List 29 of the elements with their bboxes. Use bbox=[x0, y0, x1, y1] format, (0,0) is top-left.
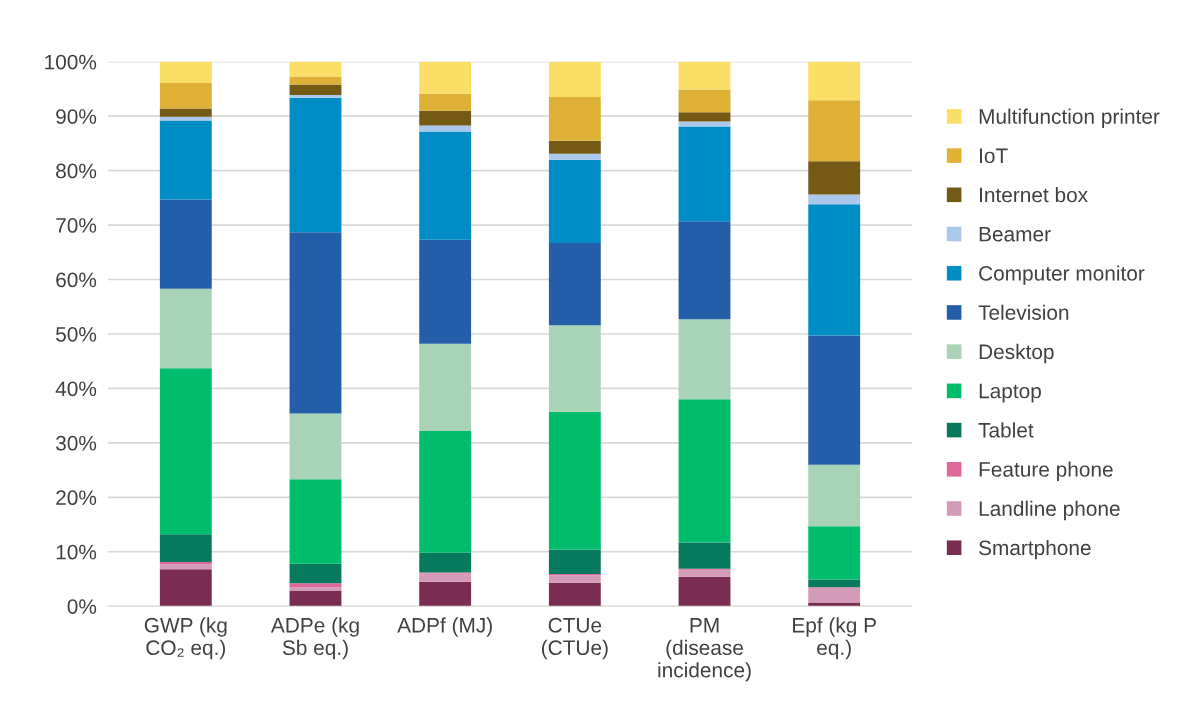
legend-label: Landline phone bbox=[979, 500, 1120, 521]
y-tick-label: 60% bbox=[56, 272, 97, 288]
legend-label: Laptop bbox=[979, 383, 1041, 403]
y-tick-label: 0% bbox=[67, 599, 97, 614]
y-tick-label: 10% bbox=[56, 544, 97, 560]
legend-label: Multifunction printer bbox=[979, 108, 1160, 128]
y-tick-label: 90% bbox=[56, 109, 97, 124]
legend-label: Desktop bbox=[979, 343, 1054, 364]
x-tick-label: Epf (kg P eq.) bbox=[793, 617, 876, 660]
x-tick-label: CTUe (CTUe) bbox=[541, 617, 608, 660]
legend-label: Television bbox=[978, 304, 1069, 320]
x-tick-label: ADPf (MJ) bbox=[397, 617, 492, 637]
y-tick-label: 20% bbox=[56, 490, 97, 506]
legend-label: Computer monitor bbox=[979, 265, 1145, 285]
x-tick-label: ADPe (kg Sb eq.) bbox=[270, 617, 359, 660]
y-tick-label: 40% bbox=[55, 381, 97, 397]
x-tick-label: GWP (kg CO₂ eq.) bbox=[144, 617, 227, 660]
y-tick-label: 100% bbox=[45, 54, 97, 70]
x-tick-label: PM (disease incidence) bbox=[658, 618, 751, 682]
y-tick-label: 70% bbox=[56, 218, 97, 233]
y-tick-label: 30% bbox=[55, 435, 97, 451]
y-tick-label: 50% bbox=[56, 326, 97, 342]
legend-label: Feature phone bbox=[979, 461, 1113, 481]
legend-label: IoT bbox=[980, 148, 1008, 164]
legend-label: Internet box bbox=[980, 187, 1088, 203]
y-tick-label: 80% bbox=[56, 163, 97, 179]
legend-label: Beamer bbox=[979, 226, 1051, 242]
legend-label: Tablet bbox=[978, 422, 1034, 438]
legend-label: Smartphone bbox=[979, 539, 1091, 560]
